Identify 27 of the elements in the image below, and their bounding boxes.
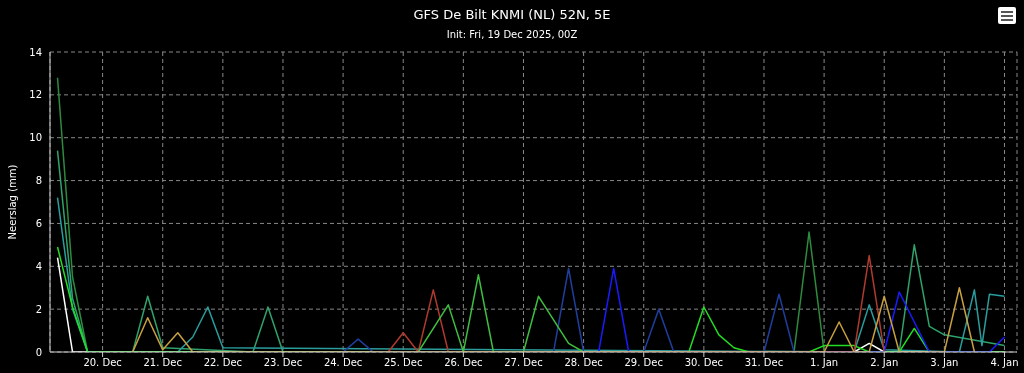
y-tick-label: 0 bbox=[35, 346, 42, 358]
x-tick-label: 28. Dec bbox=[564, 357, 603, 369]
y-tick-label: 8 bbox=[35, 175, 42, 187]
x-tick-label: 1. Jan bbox=[810, 357, 839, 369]
x-tick-label: 4. Jan bbox=[990, 357, 1019, 369]
chart-title: GFS De Bilt KNMI (NL) 52N, 5E bbox=[412, 7, 612, 22]
x-tick-label: 3. Jan bbox=[930, 357, 959, 369]
chart-subtitle: Init: Fri, 19 Dec 2025, 00Z bbox=[445, 29, 579, 40]
y-tick-label: 4 bbox=[35, 260, 42, 272]
x-tick-label: 23. Dec bbox=[263, 357, 303, 369]
y-tick-label: 12 bbox=[29, 89, 42, 101]
x-tick-label: 29. Dec bbox=[624, 357, 663, 369]
x-tick-label: 30. Dec bbox=[684, 357, 724, 369]
y-tick-label: 10 bbox=[29, 132, 42, 144]
x-tick-label: 21. Dec bbox=[143, 357, 182, 369]
y-tick-label: 2 bbox=[35, 303, 42, 315]
x-tick-label: 31. Dec bbox=[744, 357, 784, 369]
x-tick-label: 24. Dec bbox=[323, 357, 363, 369]
x-tick-label: 22. Dec bbox=[203, 357, 243, 369]
x-tick-label: 2. Jan bbox=[870, 357, 899, 369]
x-tick-label: 20. Dec bbox=[83, 357, 122, 369]
y-tick-label: 6 bbox=[35, 217, 42, 229]
x-tick-label: 27. Dec bbox=[504, 357, 543, 369]
x-tick-label: 25. Dec bbox=[384, 357, 423, 369]
y-axis-title: Neerslag (mm) bbox=[6, 164, 18, 240]
x-tick-label: 26. Dec bbox=[444, 357, 483, 369]
y-tick-label: 14 bbox=[29, 46, 42, 58]
